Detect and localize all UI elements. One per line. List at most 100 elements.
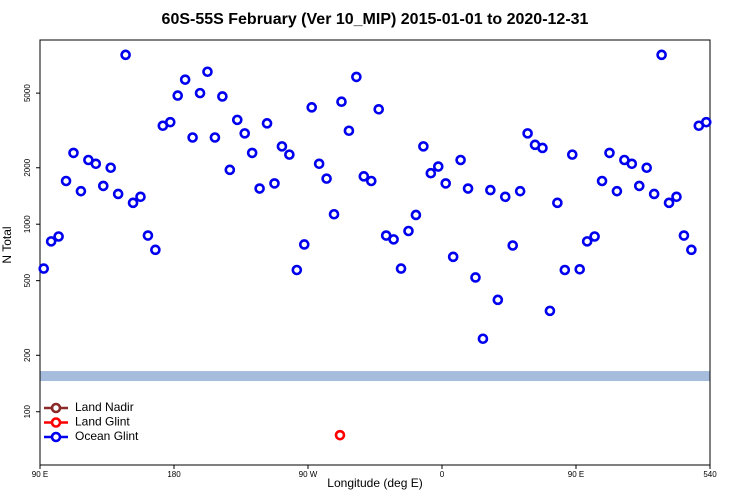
point bbox=[97, 180, 109, 192]
point bbox=[418, 141, 429, 152]
point bbox=[440, 178, 452, 189]
point bbox=[358, 171, 370, 182]
point bbox=[246, 147, 258, 159]
x-tick-label: 90 W bbox=[299, 470, 318, 479]
point bbox=[574, 263, 586, 275]
point bbox=[120, 49, 131, 61]
point bbox=[700, 116, 712, 128]
y-tick-label: 200 bbox=[23, 348, 32, 362]
point bbox=[596, 175, 608, 187]
point bbox=[403, 225, 414, 237]
legend-label: Land Nadir bbox=[75, 400, 134, 414]
point bbox=[254, 183, 265, 194]
y-tick-label: 1000 bbox=[23, 215, 32, 233]
y-tick-label: 500 bbox=[23, 273, 32, 287]
legend-label: Ocean Glint bbox=[75, 429, 139, 443]
legend-marker bbox=[50, 417, 62, 428]
point bbox=[663, 197, 675, 209]
point bbox=[231, 114, 243, 126]
point bbox=[172, 90, 184, 101]
point bbox=[127, 197, 139, 209]
point bbox=[410, 209, 422, 221]
point bbox=[648, 188, 660, 200]
point bbox=[522, 128, 533, 139]
point bbox=[462, 183, 474, 194]
legend-label: Land Glint bbox=[75, 415, 130, 429]
point bbox=[38, 263, 50, 274]
point bbox=[90, 158, 102, 170]
point bbox=[559, 264, 571, 276]
y-tick-label: 100 bbox=[23, 405, 32, 419]
point bbox=[68, 147, 79, 159]
y-tick-label: 5000 bbox=[23, 84, 32, 102]
point bbox=[477, 333, 489, 345]
point bbox=[626, 158, 638, 170]
x-tick-label: 90 E bbox=[32, 470, 48, 479]
point bbox=[537, 142, 548, 154]
point bbox=[425, 167, 437, 179]
point bbox=[470, 272, 481, 283]
point bbox=[365, 175, 377, 187]
point bbox=[388, 234, 399, 245]
point bbox=[343, 125, 355, 137]
point bbox=[336, 96, 347, 108]
point bbox=[164, 116, 176, 128]
y-tick-label: 2000 bbox=[23, 158, 32, 176]
point bbox=[135, 191, 146, 203]
point bbox=[671, 191, 682, 203]
point bbox=[112, 188, 124, 200]
band bbox=[40, 371, 710, 382]
point bbox=[581, 236, 593, 247]
point bbox=[194, 87, 206, 99]
x-axis-label: Longitude (deg E) bbox=[327, 476, 422, 490]
point bbox=[611, 185, 623, 197]
point bbox=[544, 305, 556, 317]
point bbox=[395, 263, 407, 274]
point bbox=[321, 173, 332, 184]
point bbox=[641, 162, 653, 174]
point bbox=[224, 164, 236, 176]
point bbox=[187, 132, 198, 143]
point bbox=[306, 102, 318, 113]
x-tick-label: 90 E bbox=[568, 470, 584, 479]
point bbox=[633, 180, 645, 192]
point bbox=[604, 147, 615, 159]
x-tick-label: 180 bbox=[167, 470, 181, 479]
point bbox=[492, 294, 504, 306]
x-tick-label: 0 bbox=[440, 470, 445, 479]
point bbox=[678, 230, 690, 241]
point bbox=[686, 244, 697, 256]
legend-marker bbox=[50, 431, 62, 443]
point bbox=[217, 91, 228, 102]
point bbox=[276, 141, 288, 152]
plot-frame bbox=[39, 39, 711, 466]
point bbox=[447, 251, 459, 263]
point bbox=[455, 154, 466, 166]
point bbox=[589, 231, 600, 242]
point bbox=[45, 236, 57, 247]
point bbox=[75, 185, 87, 197]
point bbox=[499, 191, 511, 203]
point bbox=[351, 71, 362, 83]
point bbox=[269, 178, 280, 189]
point bbox=[291, 264, 303, 276]
point bbox=[552, 197, 563, 209]
point bbox=[485, 184, 496, 196]
point bbox=[53, 231, 64, 242]
point bbox=[328, 208, 340, 220]
legend-marker bbox=[50, 402, 62, 414]
point bbox=[334, 429, 346, 441]
point bbox=[284, 149, 295, 160]
point bbox=[209, 132, 221, 143]
point bbox=[566, 149, 578, 160]
y-axis-label: N Total bbox=[0, 226, 14, 263]
point bbox=[179, 74, 191, 85]
point bbox=[373, 103, 385, 115]
point bbox=[313, 158, 325, 170]
point bbox=[142, 230, 154, 241]
point bbox=[298, 239, 310, 250]
point bbox=[150, 244, 161, 256]
point bbox=[432, 161, 444, 172]
point bbox=[656, 49, 667, 61]
